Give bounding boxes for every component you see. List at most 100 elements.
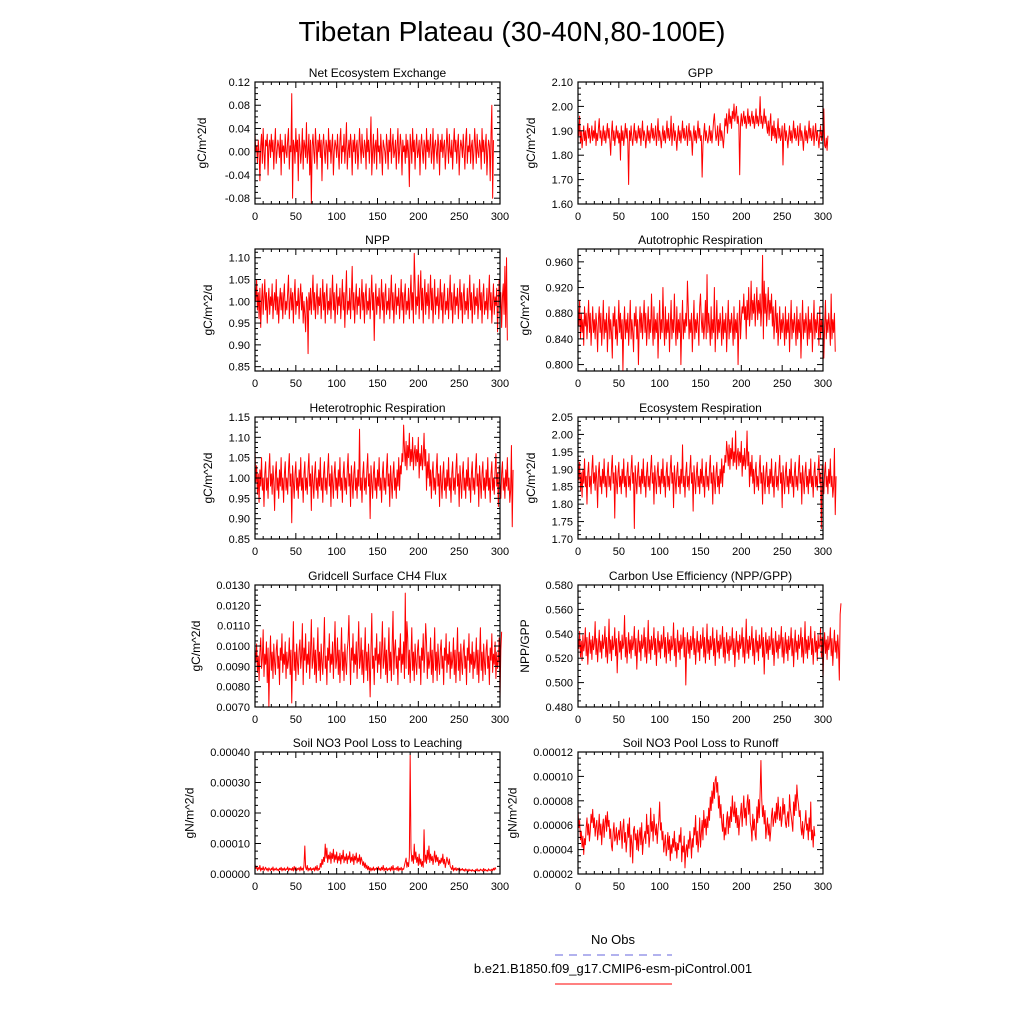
y-tick-label: 0.920	[545, 283, 573, 295]
x-tick-label: 100	[327, 211, 345, 223]
y-tick-label: 1.10	[229, 253, 250, 265]
x-tick-label: 200	[409, 714, 427, 726]
x-tick-label: 250	[450, 881, 468, 893]
x-tick-label: 300	[491, 714, 509, 726]
y-tick-label: 1.70	[552, 534, 573, 546]
x-tick-label: 50	[290, 378, 302, 390]
x-tick-label: 250	[450, 714, 468, 726]
panel-9: 0 50 100 150 200 250 300 0.00000 0.00010 0.00020 0…	[183, 736, 510, 893]
y-tick-label: 1.75	[552, 517, 573, 529]
x-tick-label: 50	[613, 546, 625, 558]
plot-frame	[577, 751, 824, 875]
x-tick-label: 150	[691, 378, 709, 390]
x-tick-label: 250	[773, 881, 791, 893]
x-tick-label: 0	[575, 714, 581, 726]
x-tick-label: 200	[732, 881, 750, 893]
y-tick-label: 1.90	[552, 126, 573, 138]
y-axis-label: gC/m^2/d	[518, 285, 532, 336]
y-tick-label: 0.90	[229, 514, 250, 526]
y-tick-label: 0.00008	[533, 796, 573, 808]
y-tick-label: 0.880	[545, 308, 573, 320]
x-tick-label: 300	[491, 378, 509, 390]
x-tick-label: 50	[613, 881, 625, 893]
x-tick-label: 100	[327, 378, 345, 390]
x-tick-label: 50	[613, 714, 625, 726]
x-tick-label: 100	[327, 546, 345, 558]
series-line	[577, 430, 837, 530]
y-tick-label: 0.85	[229, 534, 250, 546]
y-tick-label: 1.05	[229, 275, 250, 287]
y-tick-label: 0.12	[229, 77, 250, 89]
x-tick-label: 250	[773, 211, 791, 223]
y-tick-label: 0.00040	[210, 747, 250, 759]
x-tick-label: 50	[290, 211, 302, 223]
x-tick-label: 0	[252, 211, 258, 223]
y-tick-label: 0.0120	[216, 600, 250, 612]
x-tick-label: 100	[650, 378, 668, 390]
legend-label: No Obs	[591, 932, 636, 947]
y-axis-label: gN/m^2/d	[183, 788, 197, 839]
y-tick-label: 0.00012	[533, 747, 573, 759]
y-tick-label: 0.0130	[216, 580, 250, 592]
x-tick-label: 300	[814, 378, 832, 390]
series-line	[254, 424, 514, 528]
panel-title: Carbon Use Efficiency (NPP/GPP)	[609, 569, 792, 583]
panel-3: 0 50 100 150 200 250 300 0.85 0.90 0.95 1.00 1.05 1.…	[201, 233, 509, 390]
x-tick-label: 200	[409, 546, 427, 558]
y-tick-label: 0.800	[545, 360, 573, 372]
y-tick-label: 0.00006	[533, 820, 573, 832]
panel-4: 0 50 100 150 200 250 300 0.800 0.840 0.880 0.920 0.…	[518, 233, 836, 390]
x-tick-label: 150	[368, 546, 386, 558]
panel-title: Net Ecosystem Exchange	[309, 66, 447, 80]
y-axis-label: gC/m^2/d	[524, 118, 538, 169]
x-tick-label: 50	[613, 211, 625, 223]
series-line	[254, 754, 497, 873]
panel-2: 0 50 100 150 200 250 300 1.60 1.70 1.80 1.90 2.00 2.…	[524, 66, 832, 223]
x-tick-label: 150	[691, 211, 709, 223]
y-tick-label: 1.80	[552, 150, 573, 162]
x-tick-label: 100	[650, 211, 668, 223]
x-tick-label: 0	[575, 378, 581, 390]
x-tick-label: 0	[252, 546, 258, 558]
x-tick-label: 150	[368, 714, 386, 726]
x-tick-label: 50	[290, 714, 302, 726]
y-tick-label: 0.00000	[210, 869, 250, 881]
y-axis-label: gC/m^2/d	[201, 285, 215, 336]
x-tick-label: 150	[368, 378, 386, 390]
x-tick-label: 200	[732, 211, 750, 223]
x-tick-label: 150	[368, 211, 386, 223]
y-axis-label: gC/m^2/d	[189, 621, 203, 672]
series-line	[577, 254, 836, 372]
y-tick-label: 0.08	[229, 100, 250, 112]
y-tick-label: 0.560	[545, 604, 573, 616]
panel-title: GPP	[688, 66, 713, 80]
x-tick-label: 100	[327, 881, 345, 893]
x-tick-label: 150	[691, 881, 709, 893]
series-line	[254, 592, 503, 708]
y-tick-label: 0.90	[229, 340, 250, 352]
series-line	[254, 93, 494, 205]
legend: No Obs b.e21.B1850.f09_g17.CMIP6-esm-piCo…	[474, 932, 752, 985]
y-tick-label: 1.00	[229, 473, 250, 485]
y-tick-label: 1.70	[552, 175, 573, 187]
x-tick-label: 0	[575, 211, 581, 223]
x-tick-label: 250	[450, 211, 468, 223]
x-tick-label: 100	[650, 714, 668, 726]
panel-title: Soil NO3 Pool Loss to Runoff	[623, 736, 780, 750]
x-tick-label: 100	[650, 546, 668, 558]
x-tick-label: 250	[450, 378, 468, 390]
y-tick-label: 0.00004	[533, 845, 573, 857]
y-tick-label: 2.05	[552, 412, 573, 424]
y-tick-label: 0.0080	[216, 682, 250, 694]
panel-title: Gridcell Surface CH4 Flux	[308, 569, 447, 583]
x-tick-label: 250	[773, 378, 791, 390]
y-axis-label: gC/m^2/d	[524, 453, 538, 504]
x-tick-label: 250	[450, 546, 468, 558]
y-tick-label: 1.00	[229, 296, 250, 308]
y-tick-label: 1.05	[229, 453, 250, 465]
y-tick-label: 0.00002	[533, 869, 573, 881]
x-tick-label: 0	[252, 714, 258, 726]
panel-7: 0 50 100 150 200 250 300 0.0070 0.0080 0.0090 0.01…	[189, 569, 509, 726]
x-tick-label: 100	[650, 881, 668, 893]
